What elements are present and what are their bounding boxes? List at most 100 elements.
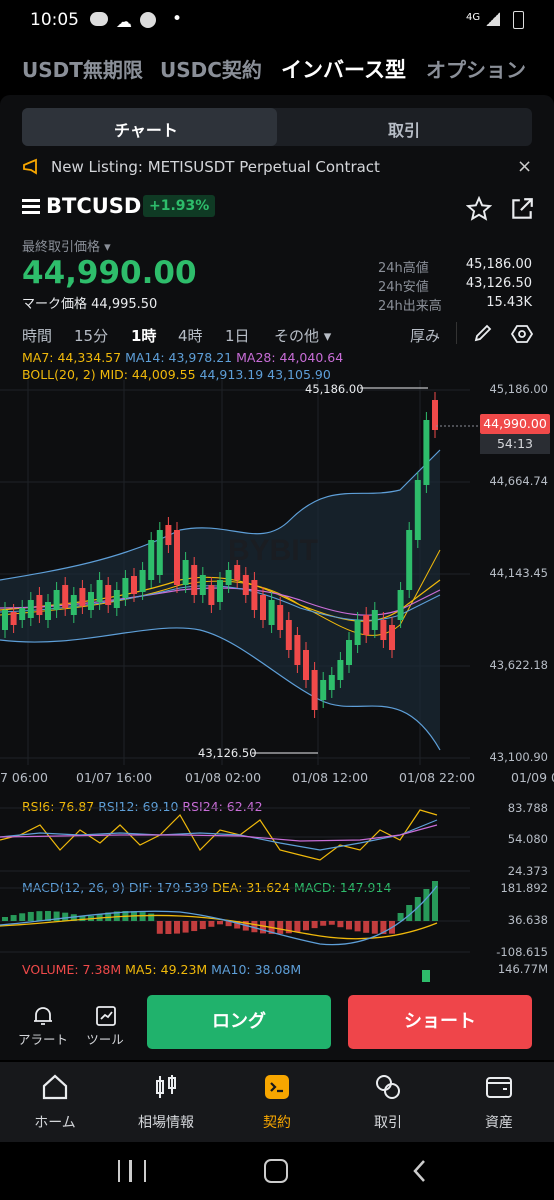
vol-ma10-value: MA10: 38.08M xyxy=(211,962,302,977)
rsi-chart xyxy=(0,807,470,872)
pencil-icon[interactable] xyxy=(473,323,493,343)
low-value: 43,126.50 xyxy=(465,276,532,291)
nav-home[interactable]: ホーム xyxy=(34,1115,76,1131)
candle-body xyxy=(36,595,43,615)
segment-chart[interactable]: チャート xyxy=(114,121,178,140)
nav-contract[interactable]: 契約 xyxy=(263,1115,291,1131)
home-button-icon[interactable] xyxy=(264,1159,288,1183)
macd-bar xyxy=(320,921,327,926)
candle-body xyxy=(251,580,258,610)
candle-body xyxy=(397,590,404,620)
tab-usdt-perpetual[interactable]: USDT無期限 xyxy=(22,58,143,82)
macd-bar xyxy=(432,881,438,921)
candle-body xyxy=(131,576,137,594)
rsi6-value: RSI6: 76.87 xyxy=(22,799,95,814)
vol-ma5-value: MA5: 49.23M xyxy=(125,962,208,977)
macd-chart xyxy=(0,881,470,953)
macd-bar xyxy=(406,905,413,921)
high-value: 45,186.00 xyxy=(465,257,532,272)
tf-more[interactable]: その他 ▾ xyxy=(274,327,332,345)
price-axis-3: 44,143.45 xyxy=(489,566,548,580)
nav-trade[interactable]: 取引 xyxy=(374,1115,402,1131)
macd-bar xyxy=(294,921,301,932)
favorite-star-icon[interactable] xyxy=(466,196,492,222)
rsi-axis-3: 24.373 xyxy=(507,864,548,878)
macd-bar xyxy=(19,913,26,921)
depth-toggle[interactable]: 厚み xyxy=(410,327,441,345)
svg-text:BYBIT: BYBIT xyxy=(228,534,318,567)
tool-label[interactable]: ツール xyxy=(86,1032,124,1047)
macd-bar xyxy=(371,921,378,934)
macd-axis-2: 36.638 xyxy=(507,913,548,927)
bell-icon[interactable] xyxy=(31,1004,55,1028)
candlestick-icon[interactable] xyxy=(151,1072,181,1102)
wallet-icon[interactable] xyxy=(484,1072,514,1102)
tab-inverse[interactable]: インバース型 xyxy=(281,58,406,82)
nav-assets[interactable]: 資産 xyxy=(485,1115,513,1131)
macd-bar xyxy=(217,921,223,925)
candle-body xyxy=(156,530,163,575)
macd-bar xyxy=(2,917,8,921)
short-button[interactable]: ショート xyxy=(348,995,532,1049)
pair-symbol[interactable]: BTCUSD xyxy=(46,194,142,218)
volume-value-ind: VOLUME: 7.38M xyxy=(22,962,122,977)
tab-usdc-contract[interactable]: USDC契約 xyxy=(160,58,262,82)
candle-body xyxy=(139,570,146,592)
candle-body xyxy=(62,585,69,608)
macd-bar xyxy=(53,911,60,921)
contract-icon[interactable] xyxy=(262,1072,292,1102)
time-axis-1: 7 06:00 xyxy=(0,770,48,785)
candle-body xyxy=(380,620,387,640)
price-axis-1: 45,186.00 xyxy=(489,382,548,396)
tf-1d[interactable]: 1日 xyxy=(225,327,250,345)
macd-bar xyxy=(285,921,292,934)
tab-options[interactable]: オプション xyxy=(426,58,526,82)
settings-icon[interactable] xyxy=(511,323,533,345)
share-icon[interactable] xyxy=(509,196,535,222)
tf-1h[interactable]: 1時 xyxy=(131,327,157,345)
tf-15m[interactable]: 15分 xyxy=(74,327,109,345)
macd-bar xyxy=(354,921,361,932)
candle-body xyxy=(199,575,206,595)
home-icon[interactable] xyxy=(40,1072,70,1102)
candle-body xyxy=(79,588,86,606)
candle-body xyxy=(19,608,26,620)
macd-bar xyxy=(311,921,318,929)
candle-body xyxy=(414,480,421,540)
signal-icon xyxy=(486,12,500,26)
macd-bar xyxy=(208,921,215,927)
chart-tool-icon[interactable] xyxy=(94,1004,118,1028)
close-icon[interactable]: × xyxy=(517,156,533,177)
nav-markets[interactable]: 相場情報 xyxy=(138,1115,194,1131)
candle-body xyxy=(70,595,77,615)
low-label: 24h安値 xyxy=(378,280,429,295)
candle-body xyxy=(53,590,60,610)
segment-trade[interactable]: 取引 xyxy=(388,121,421,140)
candle-body xyxy=(337,660,344,680)
back-icon[interactable] xyxy=(410,1157,430,1185)
trade-icon[interactable] xyxy=(373,1072,403,1102)
tf-time[interactable]: 時間 xyxy=(22,327,53,345)
line-app-icon xyxy=(90,12,108,26)
candle-body xyxy=(242,575,249,595)
alert-label[interactable]: アラート xyxy=(18,1032,69,1047)
ma28-value: MA28: 44,040.64 xyxy=(236,350,344,365)
menu-icon[interactable] xyxy=(22,199,40,215)
candle-body xyxy=(96,580,103,602)
candle-body xyxy=(303,650,309,680)
candle-body xyxy=(311,670,318,710)
tf-4h[interactable]: 4時 xyxy=(178,327,203,345)
candle-body xyxy=(346,640,352,665)
long-button[interactable]: ロング xyxy=(147,995,331,1049)
macd-bar xyxy=(36,911,43,921)
volume-bar xyxy=(422,970,430,982)
macd-bar xyxy=(79,916,86,921)
divider xyxy=(456,322,457,344)
price-chart[interactable]: BYBIT xyxy=(0,380,554,765)
boll-low-value: 43,105.90 xyxy=(267,367,331,382)
announcement-banner[interactable]: New Listing: METISUSDT Perpetual Contrac… xyxy=(0,154,554,182)
macd-bar xyxy=(148,913,155,921)
price-axis-5: 43,100.90 xyxy=(489,750,548,764)
recents-icon[interactable] xyxy=(118,1160,146,1182)
status-bar: 10:05 ☁ • 4G xyxy=(0,0,554,40)
